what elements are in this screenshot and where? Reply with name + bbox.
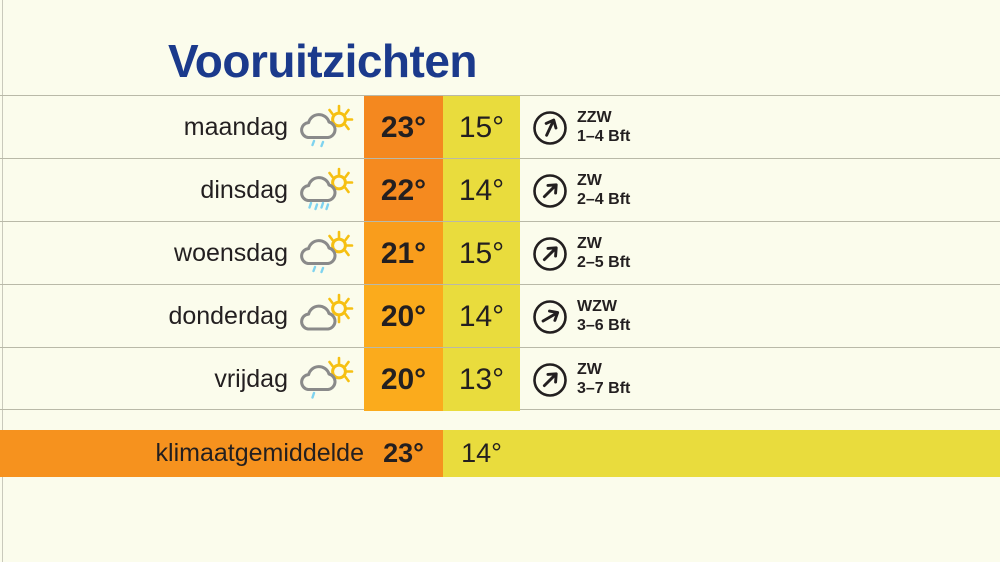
temp-max-value: 20° [364,285,443,348]
climate-average-yellow-band [443,430,1000,477]
temp-max-value: 23° [364,96,443,159]
temp-max-value: 22° [364,159,443,222]
table-row[interactable]: donderdag 20° 14° [0,284,1000,348]
wind-text: ZW 3–7 Bft [577,361,630,399]
day-label: donderdag [168,302,288,330]
wind-force: 3–7 Bft [577,379,631,397]
temp-max-value: 20° [364,348,443,411]
wind-force: 2–5 Bft [577,253,631,271]
wind-arrow-sw-icon [533,173,567,208]
table-row[interactable]: vrijdag 20° [0,347,1000,411]
temp-min-value: 13° [443,348,520,411]
wind-force: 2–4 Bft [577,190,631,208]
wind-cell: ZW 3–7 Bft [532,348,630,411]
day-label: woensdag [174,239,288,267]
wind-direction: ZW [577,234,602,252]
temp-min-value: 14° [443,285,520,348]
table-row[interactable]: dinsdag [0,158,1000,222]
temp-max-value: 21° [364,222,443,285]
day-label: dinsdag [200,176,288,204]
wind-force: 3–6 Bft [577,316,631,334]
wind-direction: ZZW [577,108,612,126]
page-title: Vooruitzichten [168,35,478,87]
wind-cell: ZW 2–5 Bft [532,222,630,285]
forecast-table: maandag [0,95,1000,411]
cloud-sun-rain-icon [292,167,356,215]
temp-min-value: 15° [443,222,520,285]
day-label: vrijdag [214,365,288,393]
cloud-sun-drizzle-icon [292,356,356,404]
wind-arrow-wsw-icon [533,299,567,334]
wind-arrow-ssw-icon [533,110,567,145]
cloud-sun-icon [292,293,356,341]
temp-min-value: 14° [443,159,520,222]
wind-text: ZW 2–5 Bft [577,235,630,273]
wind-text: ZW 2–4 Bft [577,172,630,210]
cloud-sun-drizzle-icon [292,230,356,278]
wind-direction: WZW [577,297,617,315]
wind-arrow-sw-icon [533,236,567,271]
wind-arrow-sw-icon [533,362,567,397]
climate-average-bar: klimaatgemiddelde 23° 14° [0,430,1000,477]
climate-average-max: 23° [383,438,424,468]
cloud-sun-drizzle-icon [292,104,356,152]
wind-cell: ZZW 1–4 Bft [532,96,630,159]
table-row[interactable]: maandag [0,95,1000,159]
panel-left-border [2,0,3,562]
temp-min-value: 15° [443,96,520,159]
table-row[interactable]: woensdag [0,221,1000,285]
wind-text: ZZW 1–4 Bft [577,109,630,147]
climate-average-min: 14° [461,438,502,468]
wind-direction: ZW [577,171,602,189]
climate-average-label: klimaatgemiddelde [155,439,364,467]
wind-text: WZW 3–6 Bft [577,298,630,336]
day-label: maandag [183,113,288,141]
wind-cell: WZW 3–6 Bft [532,285,630,348]
wind-force: 1–4 Bft [577,127,631,145]
wind-cell: ZW 2–4 Bft [532,159,630,222]
climate-average-orange-band [0,430,443,477]
wind-direction: ZW [577,360,602,378]
